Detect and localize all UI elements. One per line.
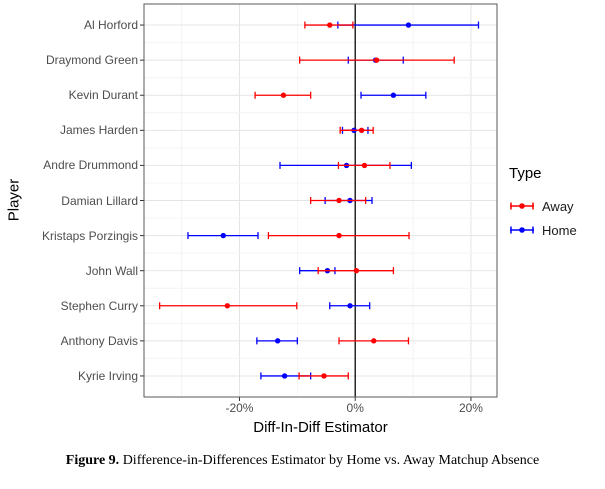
diff-in-diff-chart bbox=[0, 0, 605, 445]
y-label-al-horford: Al Horford bbox=[83, 18, 138, 33]
y-label-kristaps-porzingis: Kristaps Porzingis bbox=[41, 228, 138, 243]
legend-title: Type bbox=[509, 165, 542, 182]
x-axis-labels: -20% 0% 20% bbox=[0, 401, 605, 417]
x-axis-title: Diff-In-Diff Estimator bbox=[253, 419, 388, 436]
pointrange-away-anthony-davis bbox=[338, 337, 410, 345]
y-label-kyrie-irving: Kyrie Irving bbox=[77, 368, 138, 383]
home-pointrange-icon bbox=[510, 226, 534, 234]
y-label-stephen-curry: Stephen Curry bbox=[60, 298, 138, 313]
y-label-draymond-green: Draymond Green bbox=[45, 53, 138, 68]
figure-caption: Figure 9. Difference-in-Differences Esti… bbox=[0, 453, 605, 469]
pointrange-away-kristaps-porzingis bbox=[267, 232, 410, 240]
y-label-kevin-durant: Kevin Durant bbox=[68, 88, 138, 103]
legend-label-away: Away bbox=[542, 198, 574, 214]
away-pointrange-icon bbox=[510, 202, 534, 210]
y-axis-title: Player bbox=[5, 178, 23, 222]
legend: Type Away Home bbox=[509, 165, 577, 242]
pointrange-home-stephen-curry bbox=[329, 302, 371, 310]
y-label-james-harden: James Harden bbox=[59, 123, 138, 138]
pointrange-away-draymond-green bbox=[299, 56, 455, 64]
legend-item-away: Away bbox=[509, 194, 577, 218]
pointrange-home-kevin-durant bbox=[360, 91, 427, 99]
y-label-john-wall: John Wall bbox=[85, 263, 138, 278]
y-label-damian-lillard: Damian Lillard bbox=[61, 193, 138, 208]
y-label-andre-drummond: Andre Drummond bbox=[43, 158, 138, 173]
pointrange-away-kevin-durant bbox=[254, 91, 312, 99]
series-away bbox=[158, 21, 455, 380]
pointrange-away-stephen-curry bbox=[158, 302, 298, 310]
pointrange-away-andre-drummond bbox=[337, 161, 391, 169]
pointrange-away-james-harden bbox=[339, 126, 374, 134]
caption-label: Figure 9. bbox=[65, 453, 120, 468]
chart-background bbox=[0, 0, 605, 445]
x-label--20pct: -20% bbox=[225, 401, 254, 415]
pointrange-home-anthony-davis bbox=[256, 337, 299, 345]
caption-text: Difference-in-Differences Estimator by H… bbox=[119, 453, 540, 468]
legend-item-home: Home bbox=[509, 218, 577, 242]
y-label-anthony-davis: Anthony Davis bbox=[60, 333, 138, 348]
pointrange-away-kyrie-irving bbox=[298, 372, 349, 380]
x-label-20pct: 20% bbox=[458, 401, 483, 415]
x-label-0pct: 0% bbox=[346, 401, 364, 415]
pointrange-away-damian-lillard bbox=[310, 197, 367, 204]
legend-label-home: Home bbox=[542, 222, 577, 238]
pointrange-home-kristaps-porzingis bbox=[187, 232, 259, 240]
panel-border bbox=[143, 3, 498, 398]
pointrange-away-john-wall bbox=[317, 267, 395, 275]
y-axis-labels: Al Horford Draymond Green Kevin Durant Jame… bbox=[0, 0, 138, 445]
pointrange-away-al-horford bbox=[304, 21, 354, 29]
pointrange-home-kyrie-irving bbox=[260, 372, 312, 380]
